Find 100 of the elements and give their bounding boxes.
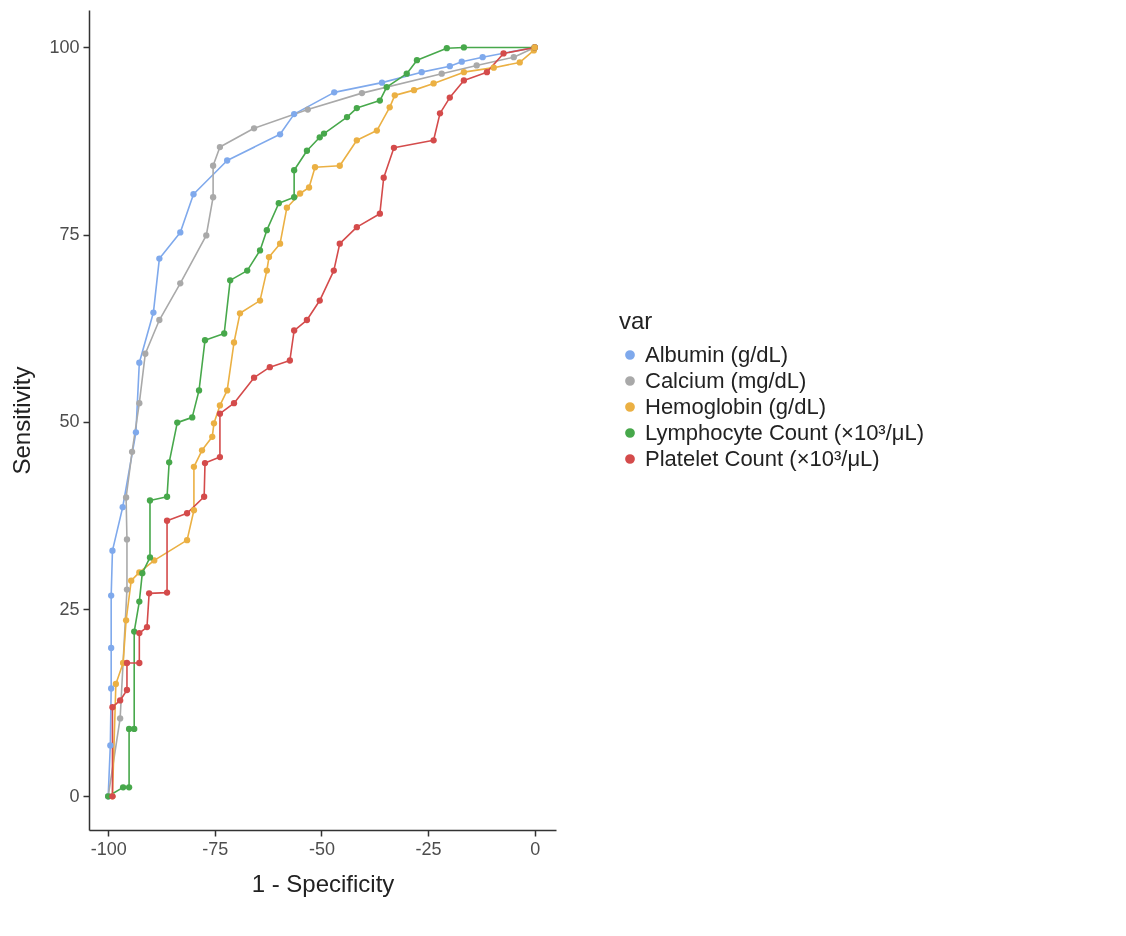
point bbox=[473, 62, 480, 69]
point bbox=[276, 131, 284, 138]
point bbox=[305, 184, 313, 191]
point bbox=[263, 267, 271, 274]
point bbox=[201, 459, 209, 467]
point bbox=[244, 267, 251, 274]
point bbox=[156, 316, 163, 324]
point bbox=[209, 433, 216, 441]
point bbox=[123, 536, 131, 543]
point bbox=[136, 359, 143, 366]
point bbox=[353, 104, 360, 112]
point bbox=[358, 89, 366, 97]
x-tick-label: -50 bbox=[308, 838, 335, 859]
point bbox=[290, 194, 298, 201]
point bbox=[343, 113, 351, 121]
point bbox=[177, 280, 184, 287]
point bbox=[303, 316, 311, 324]
point bbox=[383, 83, 390, 91]
point bbox=[131, 725, 138, 733]
point bbox=[109, 547, 116, 554]
point bbox=[353, 224, 360, 231]
point bbox=[230, 339, 238, 346]
point bbox=[123, 686, 131, 694]
point bbox=[163, 517, 171, 524]
y-tick-label: 50 bbox=[59, 411, 80, 432]
point bbox=[446, 94, 453, 101]
point bbox=[290, 110, 298, 118]
point bbox=[143, 623, 151, 631]
point bbox=[483, 69, 491, 76]
point bbox=[490, 64, 497, 71]
point bbox=[174, 419, 181, 426]
point bbox=[500, 50, 507, 57]
legend-label: Albumin (g/dL) bbox=[645, 342, 789, 367]
point bbox=[119, 784, 127, 791]
point bbox=[216, 143, 224, 151]
legend-label: Calcium (mg/dL) bbox=[645, 368, 807, 393]
point bbox=[125, 784, 133, 791]
point bbox=[458, 58, 465, 65]
point bbox=[163, 589, 171, 596]
y-tick-label: 25 bbox=[59, 598, 80, 619]
point bbox=[376, 210, 384, 217]
point bbox=[376, 97, 384, 104]
point bbox=[216, 453, 224, 461]
point bbox=[336, 240, 343, 247]
point bbox=[378, 79, 386, 86]
point bbox=[125, 725, 133, 733]
point bbox=[331, 89, 338, 96]
point bbox=[128, 577, 135, 584]
legend-label: Lymphocyte Count (×10³/μL) bbox=[645, 420, 925, 445]
point bbox=[190, 507, 198, 514]
point bbox=[250, 125, 258, 132]
point bbox=[183, 510, 191, 517]
point bbox=[276, 240, 284, 247]
point bbox=[418, 69, 425, 76]
point bbox=[430, 137, 437, 144]
point bbox=[123, 586, 131, 593]
point bbox=[123, 659, 131, 667]
point bbox=[390, 144, 398, 151]
point bbox=[108, 685, 115, 692]
point bbox=[210, 420, 218, 427]
point bbox=[108, 644, 115, 652]
legend-title: var bbox=[619, 307, 653, 334]
point bbox=[190, 191, 197, 198]
point bbox=[380, 174, 387, 181]
x-tick-label: 0 bbox=[530, 838, 541, 859]
point bbox=[122, 494, 130, 501]
point bbox=[516, 59, 523, 66]
point bbox=[373, 127, 381, 134]
point bbox=[460, 44, 468, 51]
point bbox=[203, 232, 210, 239]
point bbox=[150, 309, 157, 316]
point bbox=[128, 448, 136, 455]
point bbox=[460, 77, 468, 84]
point bbox=[146, 497, 154, 504]
point bbox=[116, 715, 124, 722]
point bbox=[166, 459, 173, 466]
point bbox=[209, 194, 217, 201]
point bbox=[410, 86, 418, 94]
point bbox=[266, 364, 273, 371]
x-axis-title: 1 - Specificity bbox=[251, 869, 395, 897]
point bbox=[216, 402, 224, 409]
point bbox=[136, 659, 143, 667]
point bbox=[479, 54, 486, 61]
point bbox=[216, 410, 224, 417]
point bbox=[195, 387, 203, 394]
point bbox=[391, 92, 398, 99]
point bbox=[290, 327, 298, 334]
point bbox=[256, 297, 264, 304]
point bbox=[353, 137, 360, 144]
point bbox=[311, 164, 319, 171]
point bbox=[304, 106, 311, 113]
point bbox=[136, 598, 143, 605]
point bbox=[283, 204, 291, 211]
point bbox=[201, 337, 209, 344]
point bbox=[316, 297, 323, 304]
point bbox=[290, 167, 298, 174]
point bbox=[446, 63, 453, 70]
point bbox=[436, 110, 444, 117]
point bbox=[230, 399, 238, 407]
legend-label: Hemoglobin (g/dL) bbox=[645, 394, 826, 419]
